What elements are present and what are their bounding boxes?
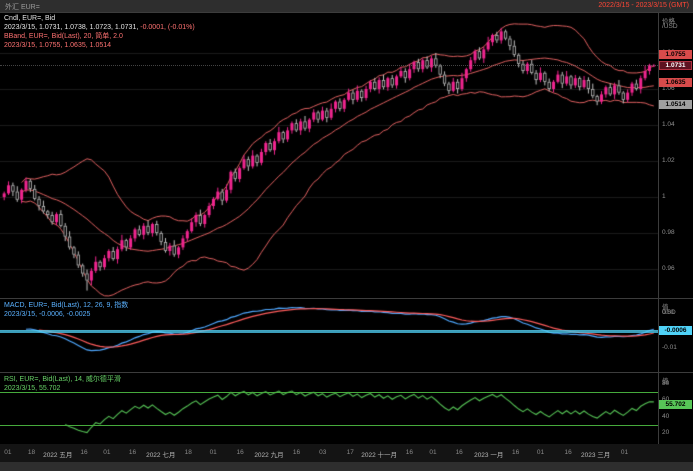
rsi-axis-title: 值 (662, 378, 669, 385)
macd-value-badge: -0.0006 (659, 326, 692, 335)
time-axis-day-label: 18 (184, 449, 192, 456)
time-axis-day-label: 03 (319, 449, 327, 456)
time-axis-day-label: 16 (128, 449, 137, 456)
rsi-values: 2023/3/15, 55.702 (4, 385, 61, 392)
rsi-lower-band-line (0, 425, 658, 426)
axis-tick-label: 1.06 (662, 85, 675, 92)
time-axis-month-label: 2022 五月 (43, 452, 73, 459)
time-axis-day-label: 16 (511, 449, 520, 456)
time-axis-day-label: 01 (209, 449, 217, 456)
axis-tick-label: 1.04 (662, 121, 675, 128)
axis-tick-label: 60 (662, 396, 669, 403)
rsi-upper-band-line (0, 392, 658, 393)
time-axis-day-label: 16 (455, 449, 463, 456)
time-axis-month-label: 2022 七月 (146, 452, 176, 459)
bottom-bar (0, 462, 693, 471)
bb-upper-badge: 1.0755 (659, 50, 692, 59)
candle-ohlc-values: 2023/3/15, 1.0731, 1.0738, 1.0723, 1.073… (4, 23, 195, 32)
time-axis-day-label: 18 (27, 449, 36, 456)
macd-current-value-line (0, 330, 658, 333)
axis-tick-label: 0.96 (662, 265, 675, 272)
macd-values: 2023/3/15, -0.0006, -0.0025 (4, 311, 91, 318)
price-axis-title: 价格 (662, 18, 675, 25)
time-axis-month-label: 2023 一月 (474, 452, 504, 459)
last-price-badge: 1.0731 (659, 61, 692, 70)
axis-tick-label: 80 (662, 379, 670, 387)
panel-separator (0, 298, 693, 299)
rsi-value-badge: 55.702 (659, 400, 692, 409)
candle-series-label[interactable]: Cndl, EUR=, Bid (4, 15, 56, 22)
bb-lower-badge: 1.0514 (659, 100, 692, 109)
time-axis-day-label: 16 (292, 449, 301, 456)
axis-tick-label: 1 (662, 193, 666, 200)
top-bar: 外汇 EUR= 2022/3/15 - 2023/3/15 (GMT) (0, 0, 693, 12)
axis-tick-label: 1.02 (662, 157, 675, 164)
panel-separator (0, 12, 693, 13)
change-values: -0.0001, (-0.01%) (140, 24, 195, 31)
price-axis-separator (658, 12, 659, 444)
time-axis-day-label: 01 (620, 449, 629, 456)
time-axis-day-label: 16 (80, 449, 88, 456)
macd-axis-unit: USD (662, 309, 676, 316)
time-axis-day-label: 01 (536, 449, 545, 456)
rsi-series-label[interactable]: RSI, EUR=, Bid(Last), 14, 威尔德平滑 (4, 376, 121, 383)
time-axis-day-label: 01 (103, 449, 111, 456)
time-axis-day-label: 01 (4, 449, 12, 456)
bband-series-label[interactable]: BBand, EUR=, Bid(Last), 20, 简单, 2.0 (4, 33, 123, 40)
axis-tick-label: 20 (662, 429, 670, 437)
last-price-line (0, 65, 658, 66)
instrument-label: 外汇 EUR= (5, 4, 40, 11)
time-axis-day-label: 16 (405, 449, 413, 456)
time-axis-day-label: 16 (564, 449, 572, 456)
axis-tick-label: -0.01 (662, 344, 677, 352)
axis-tick-label: 0.01 (662, 308, 675, 316)
macd-legend[interactable]: MACD, EUR=, Bid(Last), 12, 26, 9, 指数 202… (4, 301, 128, 319)
bband-values: 2023/3/15, 1.0755, 1.0635, 1.0514 (4, 42, 112, 49)
bb-mid-badge: 1.0635 (659, 78, 692, 87)
time-axis-month-label: 2023 三月 (581, 452, 611, 459)
time-axis-month-label: 2022 十一月 (361, 452, 398, 459)
time-axis[interactable]: 01 18 2022 五月 16 01 16 2022 七月 18 01 16 2022 九月 16 0… (0, 444, 693, 462)
ohlc-values: 2023/3/15, 1.0731, 1.0738, 1.0723, 1.073… (4, 24, 139, 31)
date-range-label: 2022/3/15 - 2023/3/15 (GMT) (598, 2, 689, 9)
time-axis-day-label: 17 (346, 449, 354, 456)
time-axis-month-label: 2022 九月 (254, 452, 284, 459)
time-axis-day-label: 01 (429, 449, 437, 456)
axis-tick-label: 40 (662, 412, 670, 420)
price-axis-unit: /USD (662, 23, 678, 30)
rsi-legend[interactable]: RSI, EUR=, Bid(Last), 14, 威尔德平滑 2023/3/1… (4, 375, 121, 393)
main-chart-legend[interactable]: Cndl, EUR=, Bid 2023/3/15, 1.0731, 1.073… (4, 14, 195, 50)
panel-separator (0, 372, 693, 373)
time-axis-day-label: 16 (236, 449, 244, 456)
axis-tick-label: 0.98 (662, 229, 675, 236)
macd-axis-title: 值 (662, 304, 669, 311)
macd-series-label[interactable]: MACD, EUR=, Bid(Last), 12, 26, 9, 指数 (4, 302, 129, 309)
